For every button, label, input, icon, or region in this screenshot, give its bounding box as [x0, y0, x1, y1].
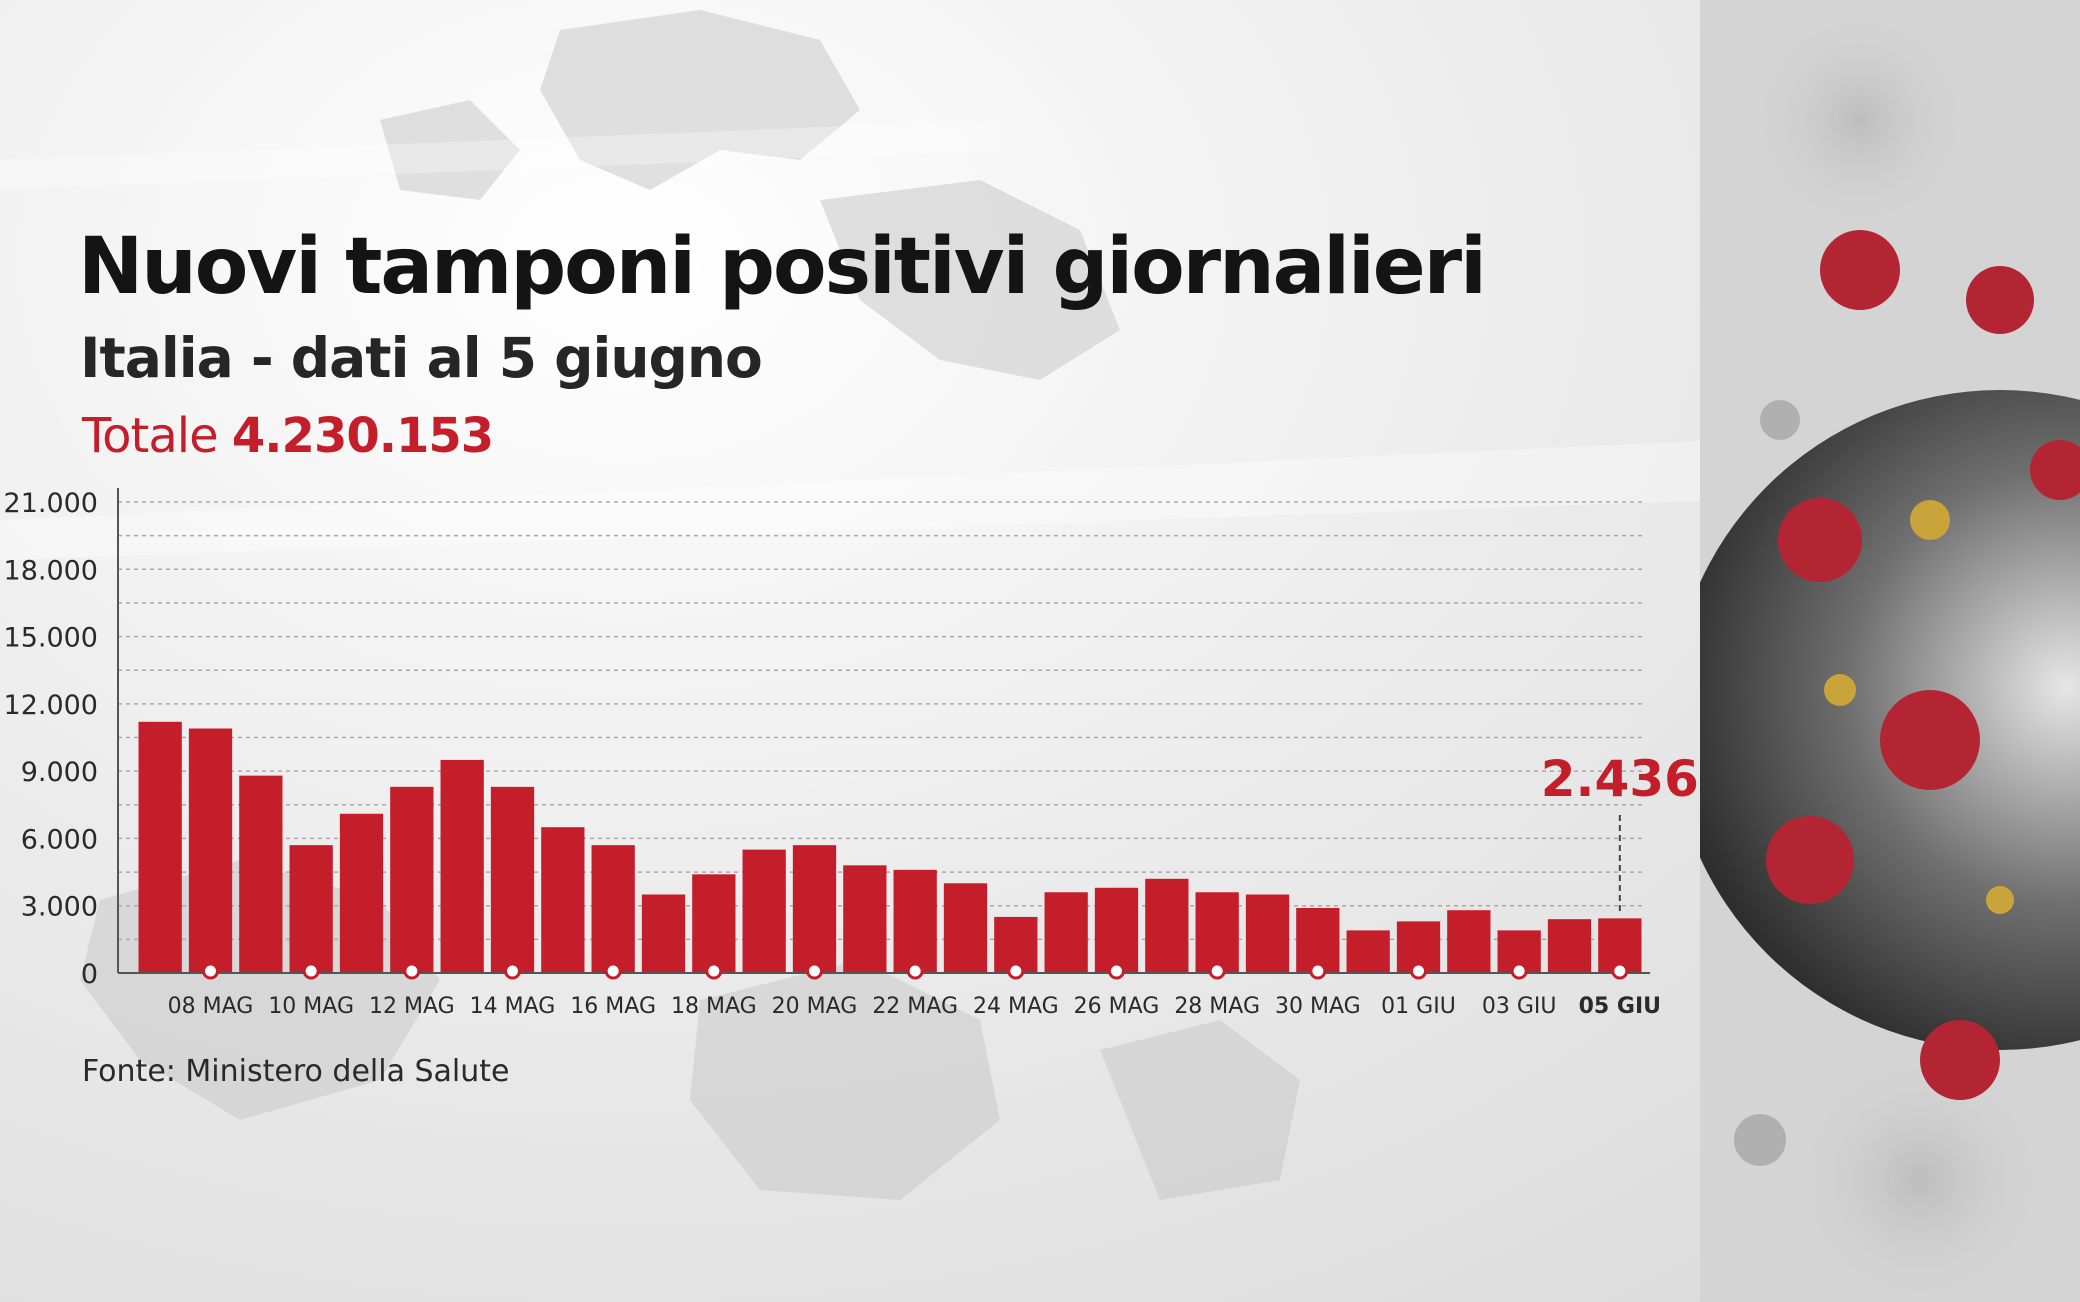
bar [893, 869, 937, 973]
total-label: Totale [82, 408, 219, 464]
x-tick-marker [504, 962, 521, 980]
x-tick-marker [1309, 962, 1327, 980]
bar [239, 775, 283, 973]
bar [541, 827, 585, 973]
highlight-value-label: 2.436 [1541, 750, 1699, 808]
bar [1296, 907, 1340, 973]
x-tick-label: 05 GIU [1579, 994, 1661, 1019]
x-tick-label: 28 MAG [1174, 994, 1260, 1019]
x-tick-label: 03 GIU [1482, 994, 1557, 1019]
bar [843, 865, 887, 973]
x-tick-marker [1108, 962, 1125, 980]
total-line: Totale 4.230.153 [82, 408, 494, 464]
y-tick-label: 18.000 [4, 555, 98, 586]
bar [440, 759, 484, 973]
bar [1245, 894, 1290, 973]
bar [792, 845, 837, 973]
source-note: Fonte: Ministero della Salute [82, 1054, 510, 1089]
bar [1547, 919, 1592, 973]
x-tick-marker [1208, 962, 1226, 980]
x-tick-label: 08 MAG [168, 994, 254, 1019]
bar [1094, 887, 1139, 973]
chart-subtitle: Italia - dati al 5 giugno [80, 326, 763, 390]
x-tick-marker [1510, 962, 1528, 980]
x-tick-marker [604, 962, 622, 980]
bar [943, 883, 988, 973]
y-tick-label: 12.000 [4, 690, 98, 721]
bar [591, 845, 635, 973]
x-tick-label: 12 MAG [369, 994, 455, 1019]
x-tick-marker [705, 962, 723, 980]
bar [390, 786, 434, 973]
x-tick-marker [1611, 962, 1629, 980]
x-tick-marker [403, 962, 421, 980]
bar-chart: 0 3.000 6.000 9.000 12.000 15.000 18.000 21.000… [4, 488, 1699, 1019]
bar [641, 894, 686, 973]
total-value: 4.230.153 [231, 408, 494, 464]
bar [339, 813, 384, 973]
x-tick-label: 24 MAG [973, 994, 1059, 1019]
bar [1447, 910, 1491, 973]
bar [1195, 892, 1239, 973]
y-tick-label: 6.000 [21, 824, 98, 855]
bar [289, 845, 333, 973]
virus-illustration [1700, 0, 2080, 1302]
bar [188, 728, 233, 973]
bar [742, 849, 786, 973]
bar [138, 721, 182, 973]
y-tick-label: 0 [81, 959, 98, 990]
x-tick-label: 26 MAG [1074, 994, 1160, 1019]
x-tick-label: 30 MAG [1275, 994, 1361, 1019]
y-tick-label: 9.000 [21, 757, 98, 788]
chart-title: Nuovi tamponi positivi giornalieri [78, 222, 1487, 312]
x-tick-marker [302, 962, 320, 980]
bar [1346, 930, 1390, 973]
x-tick-marker [1007, 962, 1025, 980]
x-tick-label: 01 GIU [1381, 994, 1456, 1019]
x-tick-marker [202, 962, 219, 980]
x-tick-marker [906, 962, 924, 980]
y-tick-label: 21.000 [4, 488, 98, 519]
x-tick-label: 18 MAG [671, 994, 757, 1019]
x-tick-marker [1410, 962, 1427, 980]
x-tick-marker [806, 962, 823, 980]
x-tick-label: 10 MAG [268, 994, 354, 1019]
x-tick-label: 16 MAG [570, 994, 656, 1019]
bar [490, 786, 535, 973]
x-tick-label: 22 MAG [872, 994, 958, 1019]
bar [1044, 892, 1088, 973]
x-tick-label: 14 MAG [470, 994, 556, 1019]
y-tick-label: 3.000 [21, 892, 98, 923]
bar [1145, 878, 1189, 973]
y-tick-label: 15.000 [4, 623, 98, 654]
x-tick-label: 20 MAG [772, 994, 858, 1019]
bar [692, 874, 736, 973]
